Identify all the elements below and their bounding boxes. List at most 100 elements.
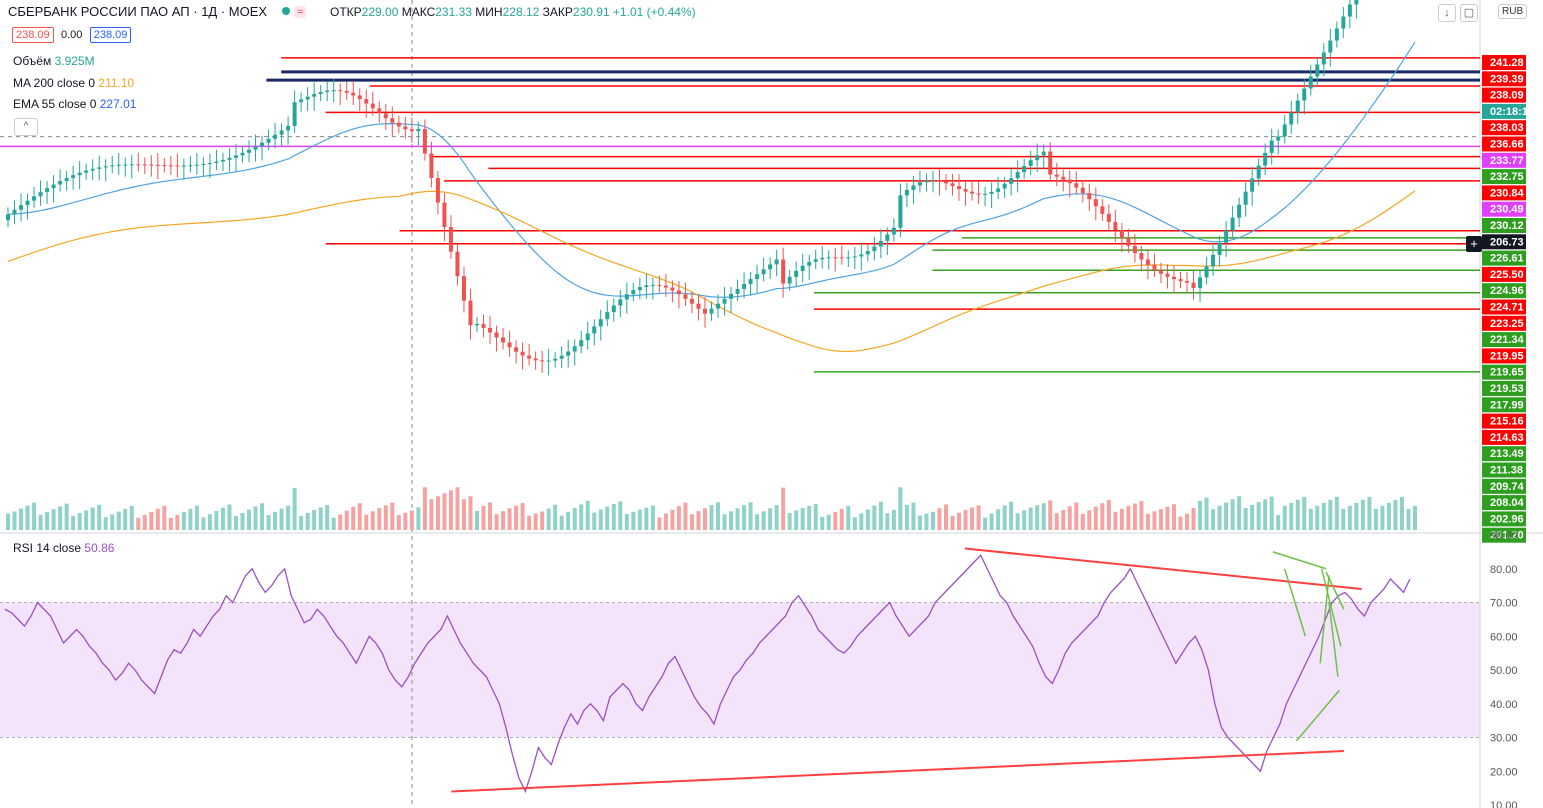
fullscreen-button[interactable]: ▢ — [1460, 4, 1478, 22]
rsi-green-trendline — [1319, 575, 1330, 664]
volume-bar — [1302, 496, 1307, 530]
candle-body — [546, 360, 551, 362]
rsi-label: RSI 14 close — [13, 541, 82, 555]
add-level-button[interactable]: + — [1466, 236, 1482, 252]
volume-bar — [702, 508, 707, 530]
volume-bar — [318, 507, 323, 530]
price-tag-text: 219.65 — [1490, 367, 1524, 379]
candle-body — [207, 162, 212, 165]
candle-body — [1185, 281, 1190, 283]
candle-body — [852, 256, 857, 258]
volume-bar — [781, 487, 786, 530]
candle-body — [1224, 230, 1229, 243]
volume-bar — [58, 506, 63, 530]
price-tag-text: 221.34 — [1490, 334, 1525, 346]
buy-price-box[interactable]: 238.09 — [89, 27, 132, 43]
ohlc-open-label: ОТКР — [330, 5, 362, 19]
candle-body — [683, 294, 688, 299]
volume-bar — [1386, 502, 1391, 530]
candle-body — [650, 284, 655, 286]
candle-body — [475, 323, 479, 326]
candle-body — [64, 177, 69, 182]
candlesticks[interactable] — [6, 0, 1417, 376]
volume-bar — [1041, 503, 1046, 530]
price-tag-text: 201.20 — [1490, 530, 1524, 542]
ohlc-close-label: ЗАКР — [542, 5, 573, 19]
volume-bar — [396, 515, 401, 530]
candle-body — [260, 142, 265, 147]
candle-body — [820, 257, 825, 260]
candle-body — [1106, 213, 1111, 222]
candle-body — [859, 254, 864, 257]
volume-bar — [774, 505, 779, 530]
candle-body — [1289, 112, 1294, 125]
candle-body — [1009, 178, 1014, 184]
volume-bar — [175, 514, 180, 530]
volume-bar — [305, 512, 310, 530]
rsi-legend[interactable]: RSI 14 close 50.86 — [13, 541, 114, 555]
volume-bar — [1022, 510, 1027, 530]
candle-body — [1256, 165, 1261, 179]
volume-bar — [468, 496, 473, 530]
volume-bar — [1087, 510, 1092, 530]
price-tag — [1482, 71, 1526, 87]
ema-legend[interactable]: EMA 55 close 0 227.01 — [13, 97, 136, 111]
volume-bar — [904, 504, 909, 530]
candle-body — [787, 276, 792, 284]
arrow-down-button[interactable]: ↓ — [1438, 4, 1456, 22]
volume-bar — [344, 510, 349, 530]
candle-body — [1243, 191, 1248, 205]
candle-body — [950, 183, 955, 187]
volume-bar — [566, 511, 571, 530]
candle-body — [247, 149, 252, 153]
price-tag-text: 241.28 — [1490, 57, 1524, 69]
candle-body — [826, 257, 831, 259]
candle-body — [689, 298, 694, 304]
candle-body — [468, 300, 473, 326]
candle-body — [90, 168, 95, 171]
volume-bar — [227, 504, 232, 530]
ma-legend[interactable]: MA 200 close 0 211.10 — [13, 76, 134, 90]
candle-body — [1282, 124, 1287, 137]
collapse-legend-button[interactable]: ^ — [14, 118, 38, 136]
candle-body — [1354, 0, 1359, 5]
candle-body — [194, 164, 199, 166]
candle-body — [162, 165, 167, 167]
volume-bar — [689, 514, 694, 530]
sell-price-box[interactable]: 238.09 — [12, 27, 54, 43]
rsi-green-trendline — [1320, 568, 1342, 647]
price-tag — [1482, 266, 1526, 282]
volume-bar — [813, 503, 818, 530]
volume-bar — [1328, 499, 1333, 530]
price-tag-text: 211.38 — [1490, 465, 1523, 477]
volume-legend[interactable]: Объём 3.925M — [13, 54, 95, 68]
candle-body — [390, 118, 395, 123]
candle-body — [989, 191, 994, 194]
candle-body — [846, 257, 851, 259]
volume-bar — [488, 502, 493, 530]
volume-label: Объём — [13, 54, 52, 68]
candle-body — [611, 305, 616, 313]
volume-bar — [611, 503, 616, 530]
volume-bar — [970, 507, 975, 530]
candle-body — [1171, 276, 1176, 280]
candle-body — [1035, 155, 1040, 161]
price-tag-text: 236.66 — [1490, 139, 1524, 151]
price-tag-text: 230.12 — [1490, 220, 1524, 232]
ohlc-values: ОТКР229.00 МАКС231.33 МИН228.12 ЗАКР230.… — [330, 5, 696, 19]
symbol-title[interactable]: СБЕРБАНК РОССИИ ПАО АП · 1Д · MOEX — [8, 4, 268, 19]
volume-bar — [103, 517, 108, 530]
candle-body — [1022, 165, 1027, 173]
volume-bar — [1048, 500, 1053, 530]
candle-body — [670, 287, 675, 291]
price-tag — [1482, 397, 1526, 413]
candle-body — [123, 164, 128, 166]
price-tag-text: 226.61 — [1490, 253, 1524, 265]
candle-body — [1302, 88, 1307, 101]
volume-bar — [618, 501, 623, 530]
market-status-icons: ≈ — [282, 4, 307, 18]
currency-badge[interactable]: RUB — [1498, 4, 1528, 19]
volume-bar — [481, 505, 486, 530]
volume-bar — [279, 508, 284, 530]
